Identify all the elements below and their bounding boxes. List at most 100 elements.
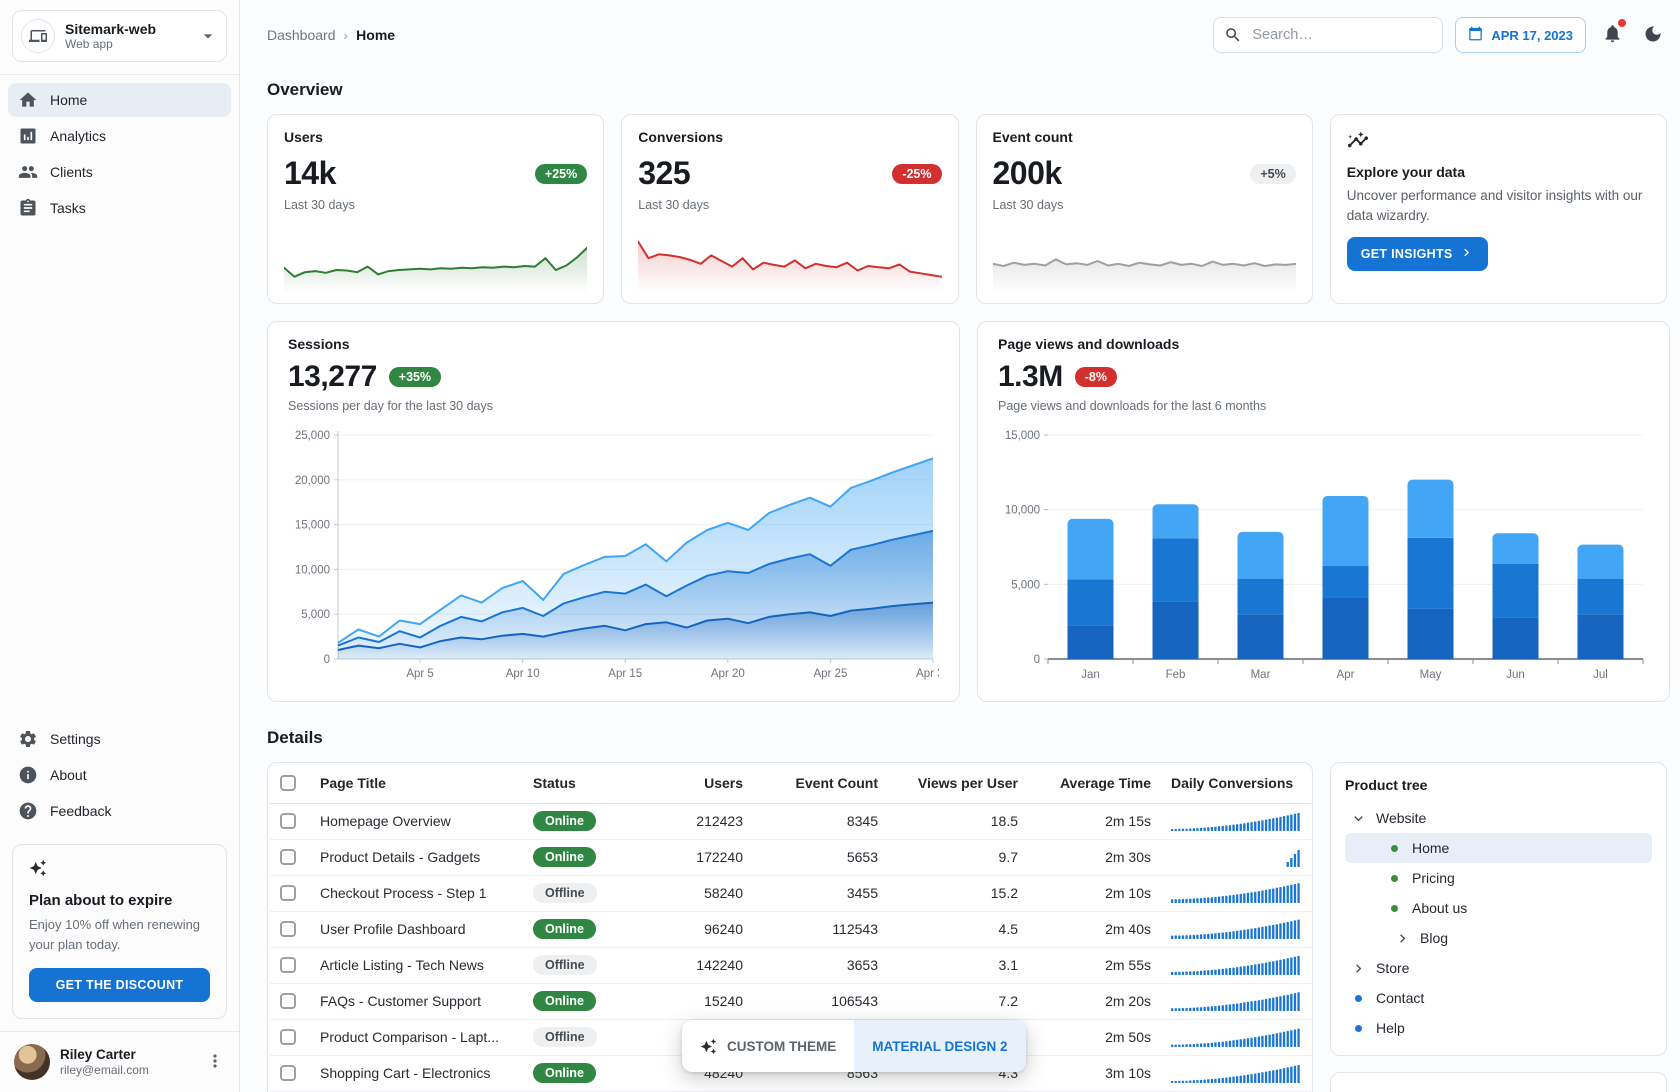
table-row: User Profile Dashboard Online 96240 1125… — [270, 911, 1311, 948]
tree-dot — [1390, 844, 1398, 852]
select-all-checkbox[interactable] — [280, 774, 296, 791]
row-checkbox[interactable] — [280, 921, 296, 937]
status-badge: Offline — [533, 1027, 597, 1047]
cell-page-title: Shopping Cart - Electronics — [310, 1055, 523, 1092]
chevron-down-icon — [1353, 815, 1363, 821]
row-checkbox[interactable] — [280, 1065, 296, 1081]
chevron-right-icon — [1355, 963, 1361, 973]
sidebar-item-home[interactable]: Home — [8, 83, 231, 117]
plan-body: Enjoy 10% off when renewing your plan to… — [29, 917, 201, 952]
moon-icon — [1643, 24, 1663, 47]
sidebar-secondary-nav: Settings About Feedback — [0, 714, 239, 836]
tree-item-about-us[interactable]: About us — [1345, 893, 1652, 923]
stat-card-conversions: Conversions 325 -25% Last 30 days — [621, 114, 959, 304]
date-picker-button[interactable]: APR 17, 2023 — [1455, 17, 1586, 53]
cell-views-per-user: 4.5 — [888, 911, 1028, 948]
custom-theme-button[interactable]: CUSTOM THEME — [682, 1020, 854, 1072]
tree-item-label: Pricing — [1412, 870, 1455, 886]
date-label: APR 17, 2023 — [1491, 27, 1573, 43]
sidebar-item-feedback[interactable]: Feedback — [8, 794, 231, 828]
breadcrumb: Dashboard › Home — [267, 27, 395, 43]
more-vert-icon — [205, 1051, 225, 1074]
cell-event-count: 3653 — [753, 947, 888, 984]
calendar-icon — [1469, 26, 1483, 41]
workspace-selector[interactable]: Sitemark-web Web app — [12, 10, 227, 62]
cell-users: 15240 — [628, 983, 753, 1020]
insights-icon — [1347, 129, 1369, 151]
tree-item-pricing[interactable]: Pricing — [1345, 863, 1652, 893]
cell-status: Online — [523, 839, 628, 876]
get-discount-button[interactable]: GET THE DISCOUNT — [29, 968, 210, 1002]
sessions-chart: 0 5,000 10,000 15,000 20,000 25,000 Apr 5 Apr 1… — [288, 423, 950, 692]
breadcrumb-dashboard[interactable]: Dashboard — [267, 27, 336, 43]
svg-text:Apr 20: Apr 20 — [711, 668, 745, 680]
main-content: Dashboard › Home APR 17, 2023 — [240, 0, 1680, 1092]
notifications-button[interactable] — [1598, 19, 1627, 51]
daily-conversions-sparkbars — [1171, 955, 1300, 975]
tree-item-blog[interactable]: Blog — [1345, 923, 1652, 953]
tree-dot — [1390, 874, 1398, 882]
svg-text:0: 0 — [1034, 654, 1040, 666]
tree-item-contact[interactable]: Contact — [1345, 983, 1652, 1013]
workspace-section: Sitemark-web Web app — [0, 0, 239, 75]
daily-conversions-sparkbars — [1171, 992, 1300, 1011]
row-checkbox[interactable] — [280, 1029, 296, 1045]
tree-item-help[interactable]: Help — [1345, 1013, 1652, 1043]
stat-caption: Last 30 days — [284, 198, 355, 212]
column-header-page-title: Page Title — [310, 763, 523, 804]
material-design-2-button[interactable]: MATERIAL DESIGN 2 — [854, 1020, 1026, 1072]
tree-item-store[interactable]: Store — [1345, 953, 1652, 983]
column-header-average-time: Average Time — [1028, 763, 1161, 804]
get-insights-button[interactable]: GET INSIGHTS — [1346, 237, 1488, 272]
svg-text:0: 0 — [324, 654, 330, 666]
cell-average-time: 2m 10s — [1028, 875, 1161, 912]
topbar: Dashboard › Home APR 17, 2023 — [267, 16, 1667, 54]
sparkle-icon — [700, 1038, 717, 1054]
clients-icon — [18, 166, 38, 178]
svg-text:Apr 25: Apr 25 — [813, 668, 847, 680]
overview-title: Overview — [267, 80, 343, 99]
sidebar-item-tasks[interactable]: Tasks — [8, 191, 231, 225]
sidebar-item-analytics[interactable]: Analytics — [8, 119, 231, 153]
product-tree: Website Home Pricing About us Blog Store Conta… — [1345, 803, 1652, 1043]
devices-icon — [21, 19, 55, 53]
details-table: Page Title Status Users Event Count Views pe… — [270, 763, 1311, 1092]
pageviews-value: 1.3M — [998, 360, 1063, 393]
tree-item-website[interactable]: Website — [1345, 803, 1652, 833]
table-row: Checkout Process - Step 1 Offline 58240 … — [270, 875, 1311, 912]
column-header-status: Status — [523, 763, 628, 804]
tree-item-label: Blog — [1420, 930, 1449, 946]
sidebar-item-about[interactable]: About — [8, 758, 231, 792]
overview-cards: Users 14k +25% Last 30 days Conversions … — [267, 114, 1667, 304]
row-checkbox[interactable] — [280, 957, 296, 973]
row-checkbox[interactable] — [280, 813, 296, 829]
search-input[interactable] — [1250, 26, 1433, 44]
cell-average-time: 2m 20s — [1028, 983, 1161, 1020]
sidebar-item-clients[interactable]: Clients — [8, 155, 231, 189]
search-icon — [1224, 26, 1242, 44]
sidebar-item-label: Clients — [50, 164, 93, 180]
promo-body: Uncover performance and visitor insights… — [1346, 188, 1643, 223]
details-title: Details — [267, 728, 323, 747]
svg-text:Apr: Apr — [1337, 669, 1355, 681]
details-table-card: Page Title Status Users Event Count Views pe… — [267, 762, 1313, 1092]
dark-mode-toggle[interactable] — [1639, 20, 1667, 51]
row-checkbox[interactable] — [280, 885, 296, 901]
row-checkbox[interactable] — [280, 993, 296, 1009]
stat-title: Conversions — [638, 129, 724, 145]
table-row: Product Details - Gadgets Online 172240 … — [270, 839, 1311, 876]
user-menu-button[interactable] — [201, 1047, 229, 1078]
material-design-2-label: MATERIAL DESIGN 2 — [872, 1038, 1008, 1054]
cell-average-time: 2m 15s — [1028, 803, 1161, 840]
row-checkbox[interactable] — [280, 849, 296, 865]
cell-daily-conversions — [1161, 983, 1311, 1020]
tree-item-home[interactable]: Home — [1345, 833, 1652, 863]
stat-sparkline — [637, 227, 943, 293]
pageviews-card: Page views and downloads 1.3M -8% Page v… — [977, 321, 1670, 702]
cell-page-title: Checkout Process - Step 1 — [310, 875, 523, 912]
cell-event-count: 5653 — [753, 839, 888, 876]
cell-views-per-user: 9.7 — [888, 839, 1028, 876]
svg-text:15,000: 15,000 — [1005, 430, 1040, 442]
sidebar-item-settings[interactable]: Settings — [8, 722, 231, 756]
svg-text:Apr 5: Apr 5 — [406, 668, 434, 680]
